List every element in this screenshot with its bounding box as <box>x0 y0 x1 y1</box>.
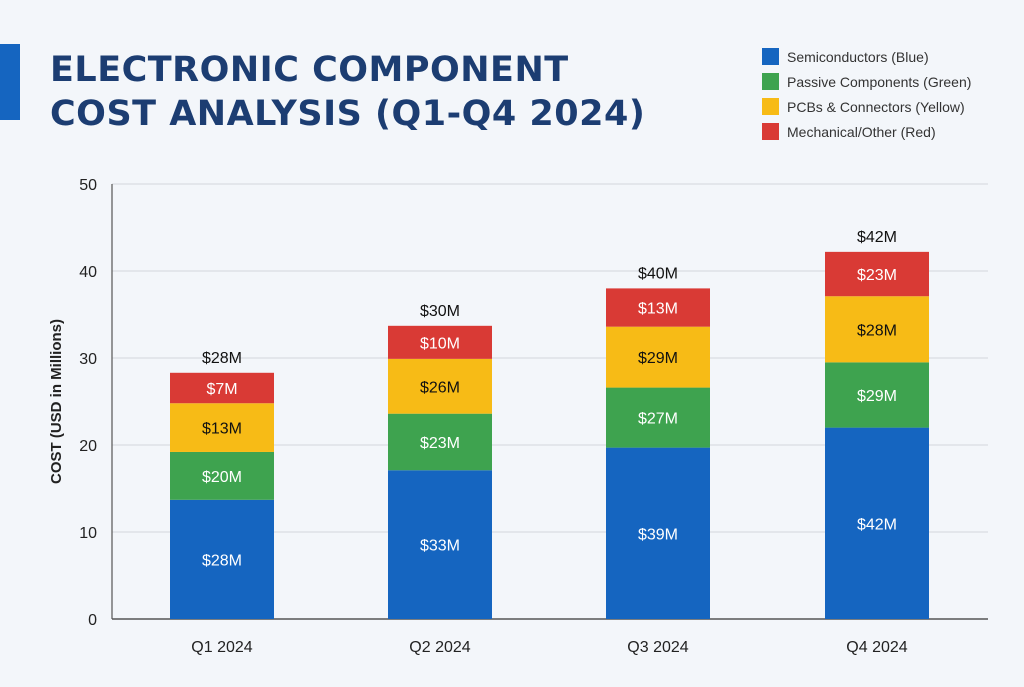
segment-value-label: $27M <box>638 411 678 428</box>
segment-value-label: $33M <box>420 538 460 555</box>
legend-item: Mechanical/Other (Red) <box>762 119 971 144</box>
bar-segment <box>606 326 710 388</box>
legend-label: PCBs & Connectors (Yellow) <box>787 98 965 115</box>
bar-segment <box>388 358 492 414</box>
segment-value-label: $28M <box>857 322 897 339</box>
y-tick-label: 0 <box>88 612 97 629</box>
bar-segment <box>170 372 274 404</box>
segment-value-label: $29M <box>638 350 678 367</box>
bar-total-label: $42M <box>857 229 897 246</box>
chart-title-line-2: COST ANALYSIS (Q1-Q4 2024) <box>50 94 646 134</box>
x-tick-label: Q1 2024 <box>191 639 252 656</box>
x-tick-label: Q4 2024 <box>846 639 907 656</box>
bar-segment <box>388 470 492 619</box>
legend-label: Passive Components (Green) <box>787 73 972 90</box>
x-tick-label: Q2 2024 <box>409 639 470 656</box>
legend-label: Semiconductors (Blue) <box>787 48 929 65</box>
legend-label: Mechanical/Other (Red) <box>787 123 936 140</box>
bar-segment <box>388 413 492 471</box>
bar-segment <box>170 403 274 452</box>
legend-item: Passive Components (Green) <box>762 69 971 94</box>
y-tick-label: 20 <box>79 438 97 455</box>
bar-segment <box>388 325 492 359</box>
y-tick-label: 50 <box>79 177 97 194</box>
y-tick-label: 30 <box>79 351 97 368</box>
y-tick-label: 10 <box>79 525 97 542</box>
segment-value-label: $26M <box>420 379 460 396</box>
segment-value-label: $7M <box>206 381 237 398</box>
segment-value-label: $29M <box>857 388 897 405</box>
legend-swatch <box>762 48 779 65</box>
bar-total-label: $40M <box>638 265 678 282</box>
legend-swatch <box>762 73 779 90</box>
bar-segment <box>170 451 274 500</box>
y-axis-title: COST (USD in Millions) <box>48 319 65 484</box>
segment-value-label: $20M <box>202 469 242 486</box>
segment-value-label: $42M <box>857 516 897 533</box>
legend-swatch <box>762 98 779 115</box>
segment-value-label: $28M <box>202 552 242 569</box>
segment-value-label: $23M <box>857 267 897 284</box>
segment-value-label: $39M <box>638 526 678 543</box>
bar-segment <box>606 288 710 327</box>
bar-total-label: $30M <box>420 303 460 320</box>
bar-segment <box>825 251 929 297</box>
legend-item: PCBs & Connectors (Yellow) <box>762 94 971 119</box>
chart-title: ELECTRONIC COMPONENT COST ANALYSIS (Q1-Q… <box>50 48 645 136</box>
bar-total-label: $28M <box>202 350 242 367</box>
bar-segment <box>170 499 274 619</box>
bar-segment <box>606 447 710 619</box>
legend-item: Semiconductors (Blue) <box>762 44 971 69</box>
y-tick-label: 40 <box>79 264 97 281</box>
segment-value-label: $10M <box>420 335 460 352</box>
chart-title-line-1: ELECTRONIC COMPONENT <box>50 50 569 90</box>
bar-segment <box>606 387 710 448</box>
title-accent-bar <box>0 44 20 120</box>
segment-value-label: $13M <box>638 301 678 318</box>
segment-value-label: $23M <box>420 435 460 452</box>
bar-segment <box>825 427 929 619</box>
segment-value-label: $13M <box>202 421 242 438</box>
bar-segment <box>825 296 929 363</box>
legend: Semiconductors (Blue) Passive Components … <box>762 44 971 144</box>
legend-swatch <box>762 123 779 140</box>
x-tick-label: Q3 2024 <box>627 639 688 656</box>
bar-segment <box>825 362 929 428</box>
